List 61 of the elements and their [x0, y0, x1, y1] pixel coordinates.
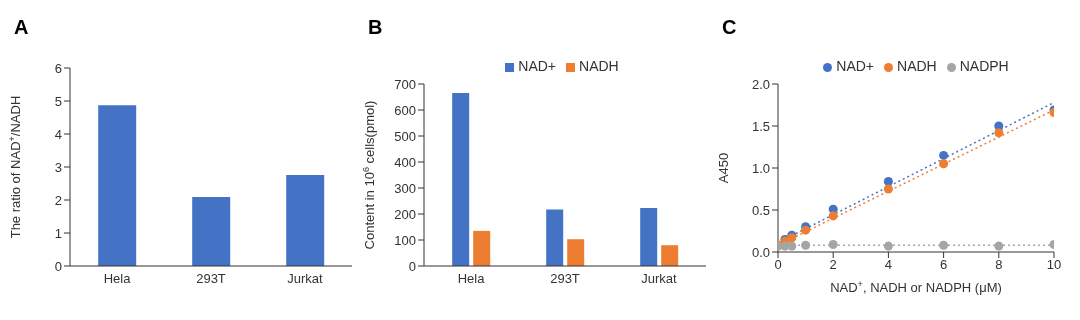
y-tick-label: 4 [54, 126, 62, 142]
x-tick-label: Hela [457, 271, 486, 287]
x-tick-label: 293T [196, 271, 226, 287]
y-tick-label: 1.5 [751, 118, 770, 134]
point [787, 241, 797, 251]
x-tick-label: 4 [884, 257, 893, 273]
y-tick-label: 6 [54, 60, 62, 76]
y-tick-label: 400 [394, 154, 416, 170]
point [939, 240, 949, 250]
x-tick-label: 2 [829, 257, 837, 273]
point [994, 241, 1004, 251]
y-axis-title: A450 [716, 152, 731, 184]
point [828, 239, 838, 249]
chart-title: C [722, 16, 737, 39]
x-tick-label: Jurkat [287, 271, 324, 287]
x-tick-label: Hela [103, 271, 132, 287]
y-tick-label: 0.0 [751, 244, 770, 260]
chart-title: B [368, 16, 383, 39]
point [939, 159, 949, 169]
x-tick-label: 6 [939, 257, 948, 273]
legend-label: NAD+ [518, 58, 557, 74]
y-tick-label: 3 [54, 159, 62, 175]
y-tick-label: 600 [394, 102, 416, 118]
x-tick-label: Jurkat [641, 271, 678, 287]
legend-label: NAD+ [836, 58, 875, 74]
bar [661, 245, 679, 266]
bar [473, 230, 491, 266]
y-tick-label: 700 [394, 76, 416, 92]
legend-label: NADH [897, 58, 937, 74]
point [828, 211, 838, 221]
legend-label: NADH [579, 58, 619, 74]
chart-title: A [14, 16, 29, 39]
point [883, 176, 893, 186]
y-tick-label: 0.5 [751, 202, 770, 218]
bar [452, 93, 470, 266]
x-tick-label: 293T [550, 271, 580, 287]
bar [98, 105, 137, 266]
point [994, 128, 1004, 138]
bar [546, 209, 564, 266]
point [883, 241, 893, 251]
bar [192, 197, 231, 266]
bar [286, 174, 325, 266]
x-tick-label: 10 [1046, 257, 1062, 273]
y-tick-label: 2 [54, 192, 62, 208]
bar [567, 239, 585, 266]
legend-label: NADPH [959, 58, 1009, 74]
y-tick-label: 1 [54, 225, 62, 241]
y-tick-label: 5 [54, 93, 62, 109]
y-tick-label: 200 [394, 206, 416, 222]
x-axis-title: NAD$^{+}$, NADH or NADPH (μM) [830, 279, 1002, 295]
point [883, 184, 893, 194]
y-tick-label: 1.0 [751, 160, 770, 176]
point [801, 240, 811, 250]
y-tick-label: 300 [394, 180, 416, 196]
bar [640, 208, 658, 266]
x-tick-label: 8 [995, 257, 1003, 273]
y-tick-label: 100 [394, 232, 416, 248]
x-tick-label: 0 [774, 257, 782, 273]
point [939, 150, 949, 160]
y-tick-label: 2.0 [751, 76, 770, 92]
y-tick-label: 500 [394, 128, 416, 144]
